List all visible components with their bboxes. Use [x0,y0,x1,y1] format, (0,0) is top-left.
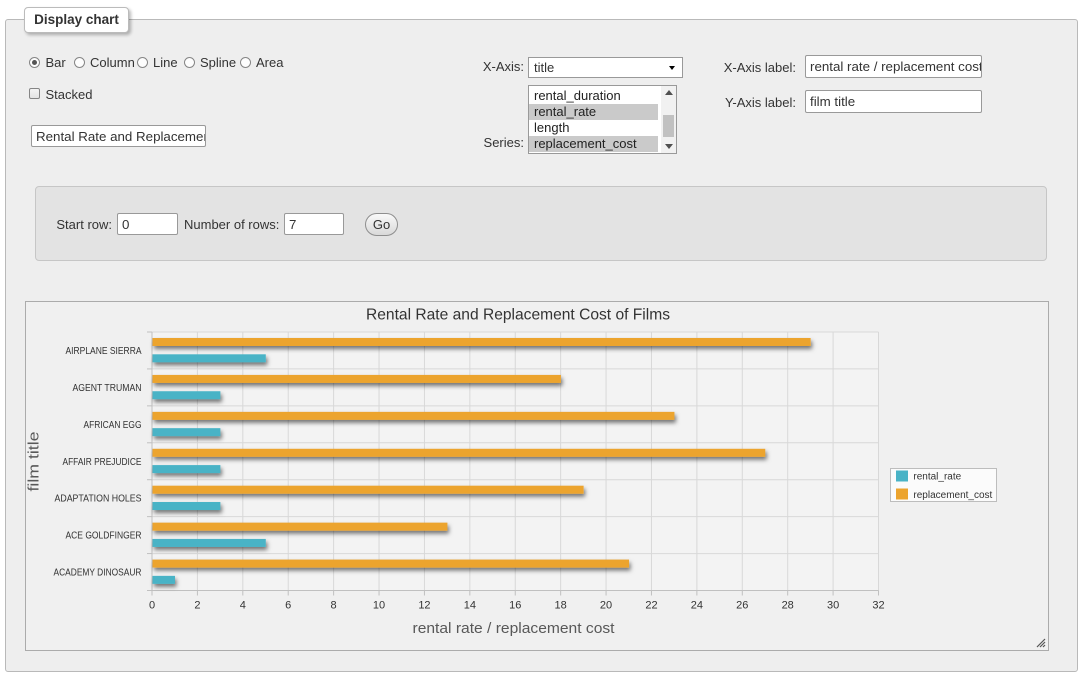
svg-text:22: 22 [645,600,657,612]
svg-text:10: 10 [373,600,385,612]
svg-text:8: 8 [331,600,337,612]
svg-text:rental rate / replacement cost: rental rate / replacement cost [413,620,616,637]
svg-text:16: 16 [509,600,521,612]
svg-text:28: 28 [782,600,794,612]
svg-text:20: 20 [600,600,612,612]
svg-text:ADAPTATION HOLES: ADAPTATION HOLES [55,494,142,505]
svg-text:ACE GOLDFINGER: ACE GOLDFINGER [66,531,142,542]
svg-text:AIRPLANE SIERRA: AIRPLANE SIERRA [66,346,142,357]
svg-text:30: 30 [827,600,839,612]
svg-text:6: 6 [285,600,291,612]
svg-text:AFFAIR PREJUDICE: AFFAIR PREJUDICE [63,457,142,468]
svg-text:4: 4 [240,600,246,612]
svg-text:14: 14 [464,600,476,612]
svg-text:film title: film title [26,432,42,492]
svg-text:replacement_cost: replacement_cost [913,490,992,501]
svg-text:AFRICAN EGG: AFRICAN EGG [84,420,142,431]
svg-text:32: 32 [872,600,884,612]
svg-text:2: 2 [194,600,200,612]
svg-text:24: 24 [691,600,703,612]
svg-text:ACADEMY DINOSAUR: ACADEMY DINOSAUR [54,568,142,579]
svg-text:Rental Rate and Replacement Co: Rental Rate and Replacement Cost of Film… [366,307,670,324]
svg-text:0: 0 [149,600,155,612]
svg-text:12: 12 [418,600,430,612]
svg-text:rental_rate: rental_rate [913,472,961,483]
svg-text:AGENT TRUMAN: AGENT TRUMAN [73,383,142,394]
svg-text:26: 26 [736,600,748,612]
svg-text:18: 18 [555,600,567,612]
